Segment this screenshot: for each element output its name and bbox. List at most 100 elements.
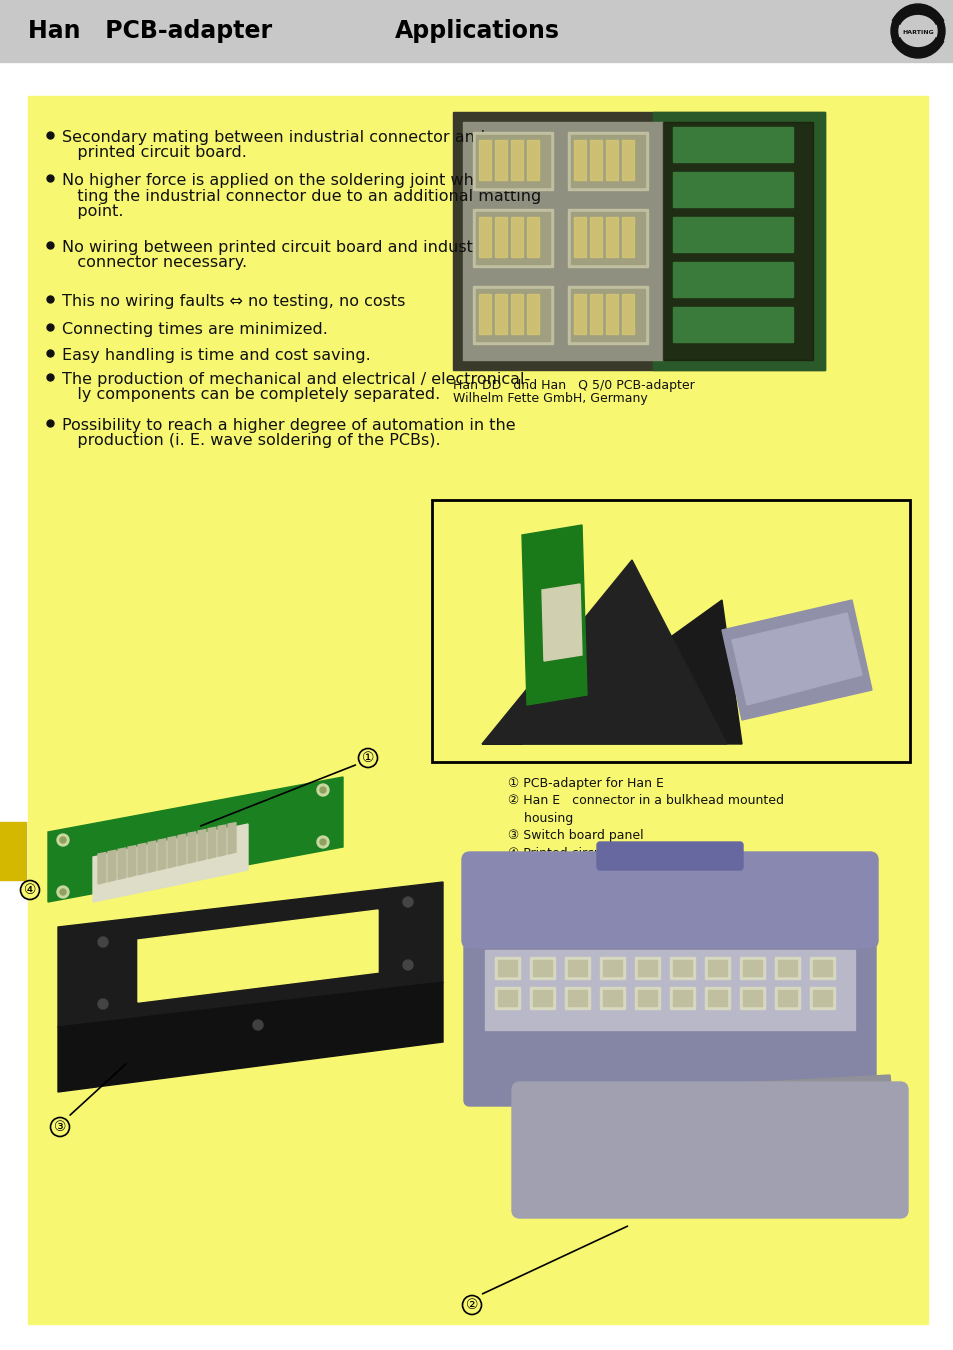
Text: HARTING: HARTING [902, 30, 933, 35]
Polygon shape [108, 850, 116, 882]
Text: ① PCB-adapter for Han E: ① PCB-adapter for Han E [507, 778, 663, 790]
Text: Possibility to reach a higher degree of automation in the: Possibility to reach a higher degree of … [62, 418, 515, 433]
Circle shape [57, 886, 69, 898]
FancyBboxPatch shape [461, 852, 877, 948]
Polygon shape [48, 778, 343, 902]
Bar [672, 306, 792, 342]
Bar [742, 990, 761, 1006]
Text: ③ Switch board panel: ③ Switch board panel [507, 829, 643, 842]
Polygon shape [218, 825, 226, 856]
Polygon shape [138, 910, 377, 1002]
Bar [809, 957, 834, 979]
Text: ③: ③ [53, 1120, 66, 1134]
Bar [497, 960, 517, 976]
Circle shape [57, 834, 69, 846]
Text: production (i. E. wave soldering of the PCBs).: production (i. E. wave soldering of the … [62, 433, 440, 448]
Bar [672, 990, 691, 1006]
Bar [707, 960, 726, 976]
Bar [672, 217, 792, 252]
Bar [704, 957, 729, 979]
Bar [605, 294, 618, 333]
Bar [589, 140, 601, 180]
Bar [495, 294, 506, 333]
Polygon shape [178, 834, 186, 865]
Bar [453, 112, 824, 370]
Circle shape [60, 890, 66, 895]
Bar [672, 960, 691, 976]
Bar [473, 132, 553, 190]
Circle shape [60, 837, 66, 842]
Polygon shape [92, 824, 248, 902]
Bar [567, 209, 647, 267]
Polygon shape [470, 875, 869, 936]
Bar [742, 960, 761, 976]
FancyBboxPatch shape [597, 842, 742, 869]
Bar [571, 289, 644, 342]
Polygon shape [188, 832, 195, 863]
Bar [567, 990, 586, 1006]
Bar [476, 212, 550, 265]
Bar [0, 822, 26, 880]
Bar [497, 990, 517, 1006]
Polygon shape [481, 599, 741, 744]
Polygon shape [519, 1075, 899, 1206]
Bar [589, 294, 601, 333]
Text: No wiring between printed circuit board and industrial: No wiring between printed circuit board … [62, 240, 498, 255]
Bar [621, 217, 634, 256]
Bar [589, 217, 601, 256]
Bar [478, 294, 491, 333]
Text: ④ Printed circuit board (PCB): ④ Printed circuit board (PCB) [507, 846, 688, 860]
Bar [533, 960, 552, 976]
Bar [672, 262, 792, 297]
Text: Secondary mating between industrial connector and: Secondary mating between industrial conn… [62, 130, 485, 144]
Bar [495, 140, 506, 180]
Bar [495, 957, 519, 979]
Bar [526, 140, 538, 180]
Text: ② Han E   connector in a bulkhead mounted: ② Han E connector in a bulkhead mounted [507, 795, 783, 807]
Bar [476, 135, 550, 188]
Bar [602, 960, 621, 976]
Text: Connecting times are minimized.: Connecting times are minimized. [62, 323, 328, 338]
Text: ①: ① [361, 751, 374, 765]
Bar [571, 212, 644, 265]
Polygon shape [98, 852, 106, 884]
Bar [704, 987, 729, 1008]
Bar [571, 135, 644, 188]
Bar [635, 987, 659, 1008]
Bar [652, 112, 824, 370]
Bar [599, 957, 624, 979]
Bar [462, 122, 662, 360]
Polygon shape [731, 613, 862, 705]
Bar [432, 500, 909, 761]
Polygon shape [58, 981, 442, 1092]
Bar [669, 987, 695, 1008]
Bar [511, 294, 522, 333]
Bar [707, 990, 726, 1006]
Polygon shape [198, 829, 206, 861]
Bar [621, 140, 634, 180]
Polygon shape [470, 930, 869, 1095]
Circle shape [402, 960, 413, 971]
Text: Wilhelm Fette GmbH, Germany: Wilhelm Fette GmbH, Germany [453, 392, 647, 405]
Polygon shape [118, 848, 126, 879]
Bar [478, 140, 491, 180]
FancyBboxPatch shape [512, 1081, 907, 1218]
Circle shape [98, 937, 108, 946]
Circle shape [316, 836, 329, 848]
Circle shape [98, 999, 108, 1008]
Circle shape [402, 896, 413, 907]
Bar [526, 294, 538, 333]
Bar [672, 171, 792, 207]
Bar [530, 957, 555, 979]
Text: The production of mechanical and electrical / electronical-: The production of mechanical and electri… [62, 373, 530, 387]
Bar [574, 217, 585, 256]
Bar [605, 140, 618, 180]
Text: This no wiring faults ⇔ no testing, no costs: This no wiring faults ⇔ no testing, no c… [62, 294, 405, 309]
Text: Han DD   dnd Han   Q 5/0 PCB-adapter: Han DD dnd Han Q 5/0 PCB-adapter [453, 379, 694, 391]
Polygon shape [228, 822, 235, 855]
Polygon shape [58, 882, 442, 1027]
Bar [574, 294, 585, 333]
Text: ly components can be completely separated.: ly components can be completely separate… [62, 387, 439, 402]
Bar [533, 990, 552, 1006]
Circle shape [890, 4, 944, 58]
